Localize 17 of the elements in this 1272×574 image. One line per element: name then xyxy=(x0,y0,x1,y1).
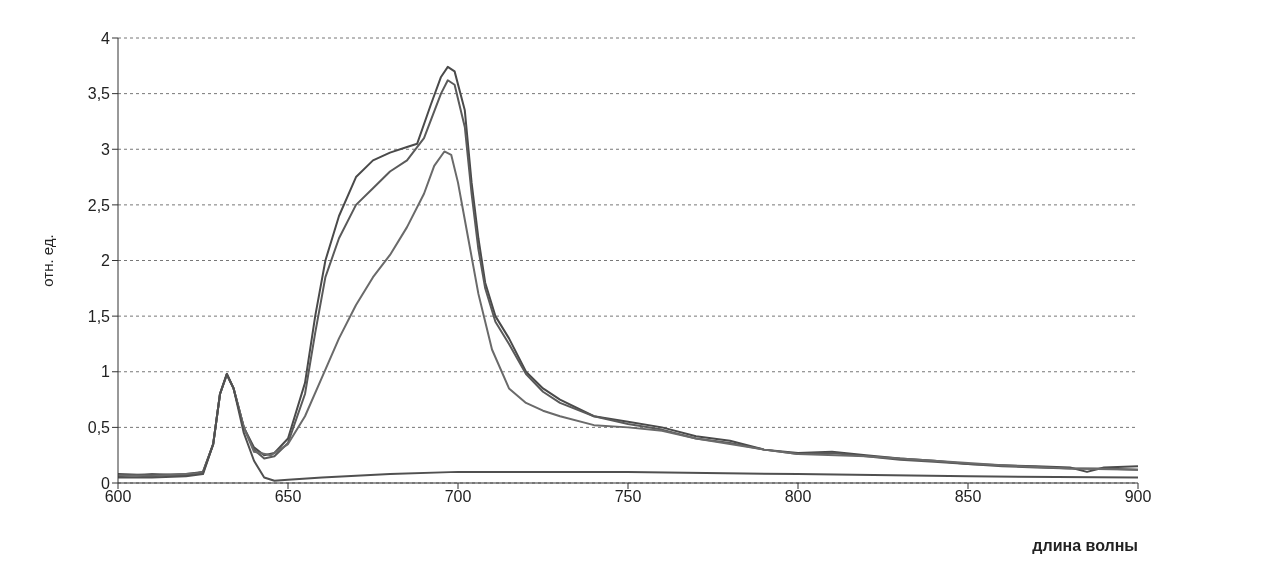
x-tick-label: 650 xyxy=(274,488,302,506)
y-tick-label: 0,5 xyxy=(87,419,111,437)
x-tick-label: 900 xyxy=(1124,488,1152,506)
y-tick-label: 1,5 xyxy=(87,307,111,325)
y-tick-label: 3,5 xyxy=(87,85,111,103)
y-tick-label: 1 xyxy=(101,363,111,381)
x-axis-title: длина волны xyxy=(1032,537,1138,554)
x-tick-label: 800 xyxy=(784,488,812,506)
x-tick-label: 600 xyxy=(104,488,132,506)
y-tick-label: 2,5 xyxy=(87,196,111,214)
x-tick-label: 750 xyxy=(614,488,642,506)
y-tick-label: 4 xyxy=(101,29,111,47)
y-tick-label: 2 xyxy=(101,252,111,270)
y-tick-label: 3 xyxy=(101,140,111,158)
x-tick-label: 850 xyxy=(954,488,982,506)
x-tick-label: 700 xyxy=(444,488,472,506)
y-axis-title: отн. ед. xyxy=(39,234,57,287)
